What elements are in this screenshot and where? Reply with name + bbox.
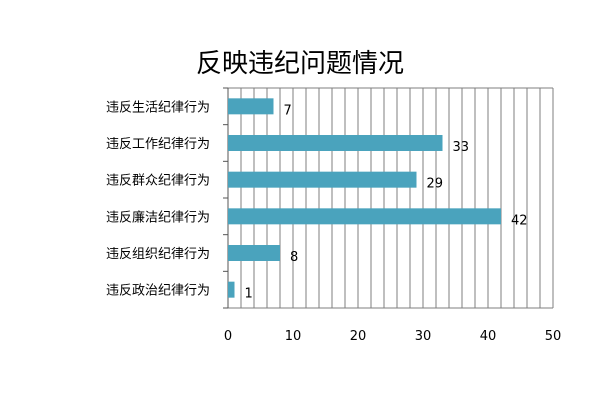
category-label: 违反工作纪律行为 xyxy=(106,137,210,152)
category-label: 违反政治纪律行为 xyxy=(106,284,210,299)
grid xyxy=(223,87,554,309)
data-label: 7 xyxy=(284,103,292,118)
labels: 0 10 20 30 40 50 违反生活纪律行为 7 违反工作纪律行为 33 违反群众纪律行为 29… xyxy=(106,100,561,344)
category-label: 违反廉洁纪律行为 xyxy=(106,209,210,225)
data-label: 29 xyxy=(427,177,444,192)
bar xyxy=(228,135,443,151)
x-tick-label: 30 xyxy=(415,329,432,344)
bars xyxy=(228,98,501,298)
x-tick-label: 20 xyxy=(350,329,367,344)
chart-title: 反映违纪问题情况 xyxy=(196,49,404,79)
bar xyxy=(228,171,417,188)
x-tick-label: 40 xyxy=(480,329,497,344)
bar xyxy=(228,281,235,298)
category-label: 违反生活纪律行为 xyxy=(106,100,210,115)
category-label: 违反组织纪律行为 xyxy=(106,247,210,262)
data-label: 42 xyxy=(511,213,528,228)
data-label: 8 xyxy=(290,250,298,265)
x-tick-label: 0 xyxy=(224,329,232,344)
data-label: 33 xyxy=(453,140,470,155)
data-label: 1 xyxy=(245,287,253,302)
bar xyxy=(228,98,274,115)
x-tick-label: 50 xyxy=(545,329,562,344)
bar xyxy=(228,245,280,261)
x-tick-label: 10 xyxy=(285,329,302,344)
category-label: 违反群众纪律行为 xyxy=(106,174,210,189)
bar xyxy=(228,208,501,225)
